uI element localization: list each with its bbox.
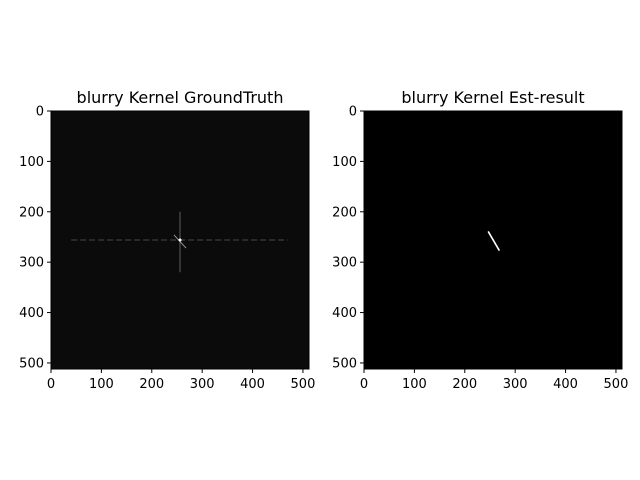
x-tick-label: 0 [47, 377, 55, 392]
y-tick-label: 200 [19, 205, 44, 220]
x-tick-label: 100 [89, 377, 114, 392]
x-tick-label: 400 [553, 377, 578, 392]
y-tick-label: 400 [332, 306, 357, 321]
y-tick-label: 500 [19, 356, 44, 371]
y-tick-label: 300 [332, 256, 357, 271]
x-tick-label: 0 [360, 377, 368, 392]
x-tick-label: 100 [402, 377, 427, 392]
chart-title: blurry Kernel Est-result [401, 88, 584, 107]
y-tick-label: 100 [332, 155, 357, 170]
x-tick-label: 300 [503, 377, 528, 392]
x-tick-label: 200 [452, 377, 477, 392]
diagonal-streak [173, 234, 187, 249]
y-tick-label: 400 [19, 306, 44, 321]
axes-frame [50, 110, 310, 370]
y-tick-label: 100 [19, 155, 44, 170]
y-tick-label: 0 [349, 105, 357, 120]
kernel-streak [487, 231, 500, 251]
y-tick-label: 500 [332, 356, 357, 371]
left-kernel-panel: blurry Kernel GroundTruth 0 100 200 300 400 50… [19, 88, 315, 392]
chart-title: blurry Kernel GroundTruth [77, 88, 284, 107]
center-spot [178, 238, 182, 242]
y-tick-label: 300 [19, 256, 44, 271]
x-tick-label: 200 [139, 377, 164, 392]
axes-frame [363, 110, 623, 370]
x-tick-label: 300 [190, 377, 215, 392]
y-tick-label: 0 [36, 105, 44, 120]
right-kernel-panel: blurry Kernel Est-result 0 100 200 300 400 500… [332, 88, 628, 392]
x-tick-label: 500 [291, 377, 316, 392]
x-tick-label: 400 [240, 377, 265, 392]
x-tick-label: 500 [604, 377, 629, 392]
y-tick-label: 200 [332, 205, 357, 220]
